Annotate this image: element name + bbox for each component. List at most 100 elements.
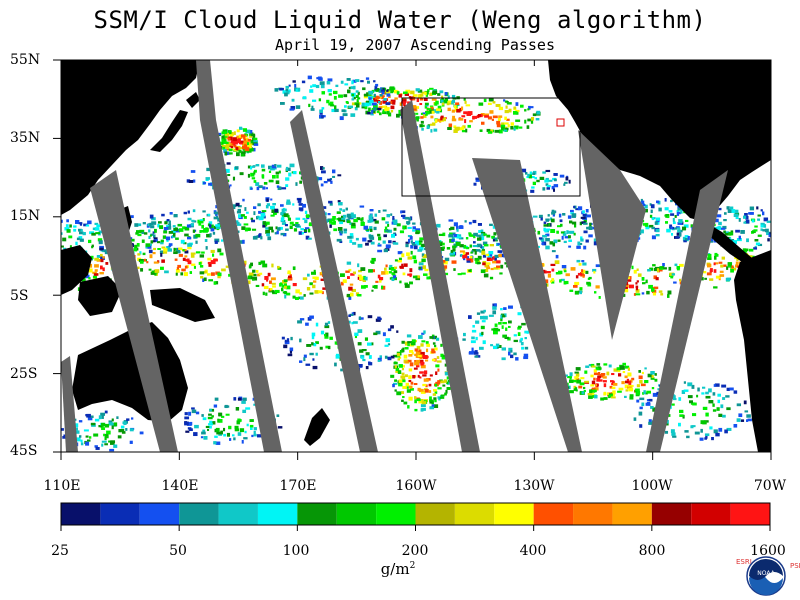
- cloud-pixel: [508, 347, 513, 352]
- cloud-pixel: [611, 396, 616, 399]
- cloud-pixel: [456, 236, 462, 239]
- cloud-pixel: [593, 377, 596, 381]
- cloud-pixel: [494, 254, 499, 258]
- cloud-pixel: [571, 221, 577, 225]
- cloud-pixel: [133, 247, 138, 252]
- cloud-pixel: [442, 260, 446, 263]
- cloud-pixel: [96, 255, 101, 258]
- cloud-pixel: [736, 418, 741, 422]
- cloud-pixel: [439, 109, 443, 113]
- cloud-pixel: [497, 117, 501, 122]
- cloud-pixel: [444, 92, 448, 96]
- cloud-pixel: [724, 212, 727, 215]
- cloud-pixel: [232, 204, 237, 208]
- cloud-pixel: [467, 111, 473, 116]
- noaa-logo: ESRL NOAA PSD: [736, 554, 800, 598]
- cloud-pixel: [733, 209, 739, 214]
- cloud-pixel: [655, 234, 660, 237]
- cloud-pixel: [744, 410, 749, 413]
- cloud-pixel: [603, 383, 607, 388]
- cloud-pixel: [638, 370, 641, 373]
- cloud-pixel: [241, 400, 246, 404]
- cloud-pixel: [430, 115, 434, 119]
- cloud-pixel: [358, 316, 362, 321]
- cloud-pixel: [653, 275, 657, 280]
- cloud-pixel: [253, 180, 257, 183]
- cloud-pixel: [545, 183, 549, 186]
- cloud-pixel: [501, 315, 506, 318]
- cloud-pixel: [713, 262, 719, 265]
- cloud-pixel: [183, 242, 187, 245]
- cloud-pixel: [392, 275, 397, 279]
- cloud-pixel: [639, 397, 645, 401]
- cloud-pixel: [574, 290, 579, 295]
- cloud-pixel: [140, 260, 144, 264]
- cloud-pixel: [94, 264, 99, 268]
- cloud-pixel: [288, 172, 292, 177]
- cloud-pixel: [172, 225, 176, 228]
- cloud-pixel: [85, 435, 89, 438]
- cloud-pixel: [185, 258, 188, 262]
- cloud-pixel: [299, 180, 303, 184]
- cloud-pixel: [481, 331, 484, 336]
- cloud-pixel: [417, 374, 420, 378]
- cloud-pixel: [311, 332, 316, 337]
- cloud-pixel: [292, 223, 297, 227]
- cloud-pixel: [305, 322, 309, 326]
- cloud-pixel: [645, 225, 650, 230]
- cloud-pixel: [286, 292, 291, 296]
- cloud-pixel: [398, 257, 402, 261]
- cloud-pixel: [363, 94, 368, 99]
- cloud-pixel: [215, 427, 220, 432]
- cloud-pixel: [397, 251, 403, 255]
- cloud-pixel: [328, 200, 333, 204]
- cloud-pixel: [592, 268, 597, 272]
- cloud-pixel: [173, 228, 179, 232]
- cloud-pixel: [663, 267, 667, 270]
- cloud-pixel: [350, 224, 356, 229]
- swath-gap-7: [61, 356, 78, 452]
- cloud-pixel: [214, 211, 219, 215]
- cloud-pixel: [635, 282, 638, 285]
- colorbar-swatch-17: [730, 503, 770, 525]
- cloud-pixel: [300, 228, 304, 231]
- cloud-pixel: [197, 219, 200, 224]
- cloud-pixel: [406, 389, 411, 393]
- cloud-pixel: [359, 276, 364, 280]
- cloud-pixel: [230, 132, 234, 136]
- cloud-pixel: [565, 176, 569, 181]
- cloud-pixel: [494, 129, 500, 133]
- cloud-pixel: [244, 147, 250, 152]
- cloud-pixel: [545, 169, 551, 173]
- cloud-pixel: [252, 276, 258, 281]
- cloud-pixel: [678, 422, 681, 427]
- cloud-pixel: [330, 180, 333, 184]
- cloud-pixel: [728, 232, 734, 236]
- cloud-pixel: [552, 213, 555, 217]
- cloud-pixel: [395, 370, 399, 373]
- cloud-pixel: [746, 238, 749, 243]
- cloud-pixel: [376, 110, 380, 113]
- cloud-pixel: [344, 83, 349, 86]
- cloud-pixel: [162, 235, 167, 239]
- cloud-pixel: [595, 285, 600, 289]
- cloud-pixel: [281, 336, 285, 340]
- cloud-pixel: [347, 276, 350, 280]
- cloud-pixel: [464, 220, 467, 223]
- cloud-pixel: [348, 268, 352, 272]
- cloud-pixel: [413, 383, 418, 386]
- cloud-pixel: [684, 430, 689, 433]
- cloud-pixel: [199, 230, 202, 233]
- cloud-pixel: [325, 332, 329, 337]
- cloud-pixel: [696, 394, 699, 398]
- cloud-pixel: [69, 224, 72, 228]
- cloud-pixel: [627, 372, 632, 377]
- cloud-pixel: [690, 224, 695, 228]
- cloud-pixel: [198, 222, 202, 226]
- cloud-pixel: [660, 293, 664, 296]
- cloud-pixel: [94, 269, 98, 272]
- cloud-pixel: [240, 141, 243, 145]
- cloud-pixel: [260, 236, 263, 240]
- cloud-pixel: [656, 391, 660, 395]
- cloud-pixel: [243, 134, 248, 138]
